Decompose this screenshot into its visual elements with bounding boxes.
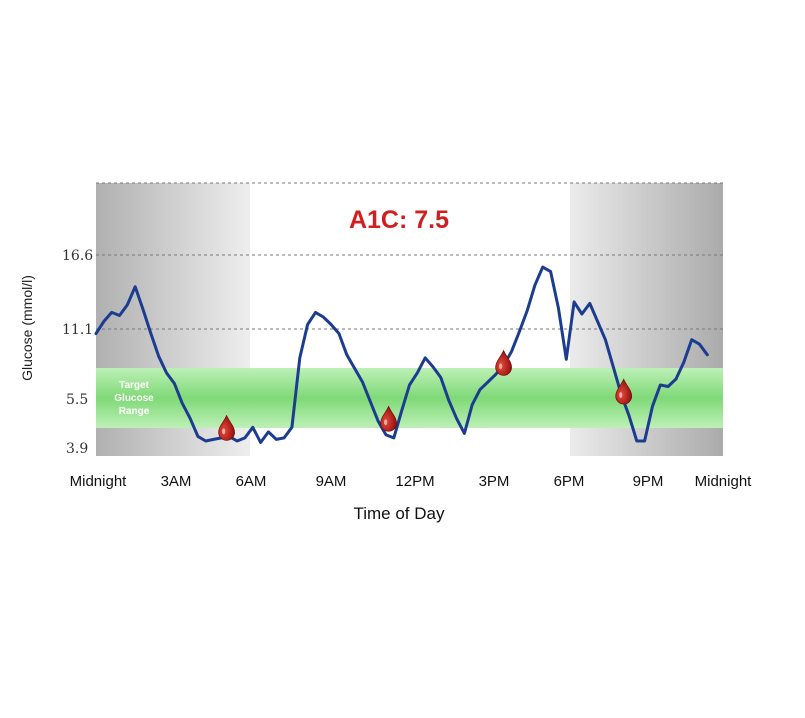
y-tick-label: 3.9 bbox=[66, 441, 88, 457]
chart-title: A1C: 7.5 bbox=[349, 206, 449, 234]
target-band-label-line-3: Range bbox=[119, 406, 150, 417]
grid-lines bbox=[96, 182, 723, 330]
y-tick-label: 16.6 bbox=[62, 248, 93, 264]
x-tick-label: 6PM bbox=[554, 473, 585, 490]
blood-drop-icon bbox=[218, 414, 235, 441]
x-tick-label: 9AM bbox=[316, 473, 347, 490]
x-tick-label: Midnight bbox=[70, 473, 128, 490]
blood-drop-markers bbox=[218, 349, 633, 441]
y-tick-label: 5.5 bbox=[66, 392, 88, 408]
x-tick-label: 12PM bbox=[395, 473, 434, 490]
target-band-label-line-2: Glucose bbox=[114, 393, 154, 404]
blood-drop-icon bbox=[495, 349, 512, 376]
x-axis-ticks: Midnight 3AM 6AM 9AM 12PM 3PM 6PM 9PM Mi… bbox=[70, 473, 753, 490]
blood-drop-icon bbox=[615, 378, 633, 405]
x-axis-label: Time of Day bbox=[353, 504, 445, 523]
x-tick-label: 3PM bbox=[479, 473, 510, 490]
plot-background bbox=[96, 183, 723, 456]
y-tick-label: 11.1 bbox=[62, 322, 93, 338]
y-axis-label: Glucose (mmol/l) bbox=[19, 275, 35, 381]
target-band-label-line-1: Target bbox=[119, 380, 149, 391]
x-tick-label: Midnight bbox=[695, 473, 753, 490]
glucose-series-line bbox=[94, 265, 709, 444]
x-tick-label: 9PM bbox=[633, 473, 664, 490]
x-tick-label: 3AM bbox=[161, 473, 192, 490]
blood-drop-icon bbox=[380, 405, 397, 432]
y-axis-ticks: 16.6 11.1 5.5 3.9 bbox=[62, 248, 93, 457]
x-tick-label: 6AM bbox=[236, 473, 267, 490]
